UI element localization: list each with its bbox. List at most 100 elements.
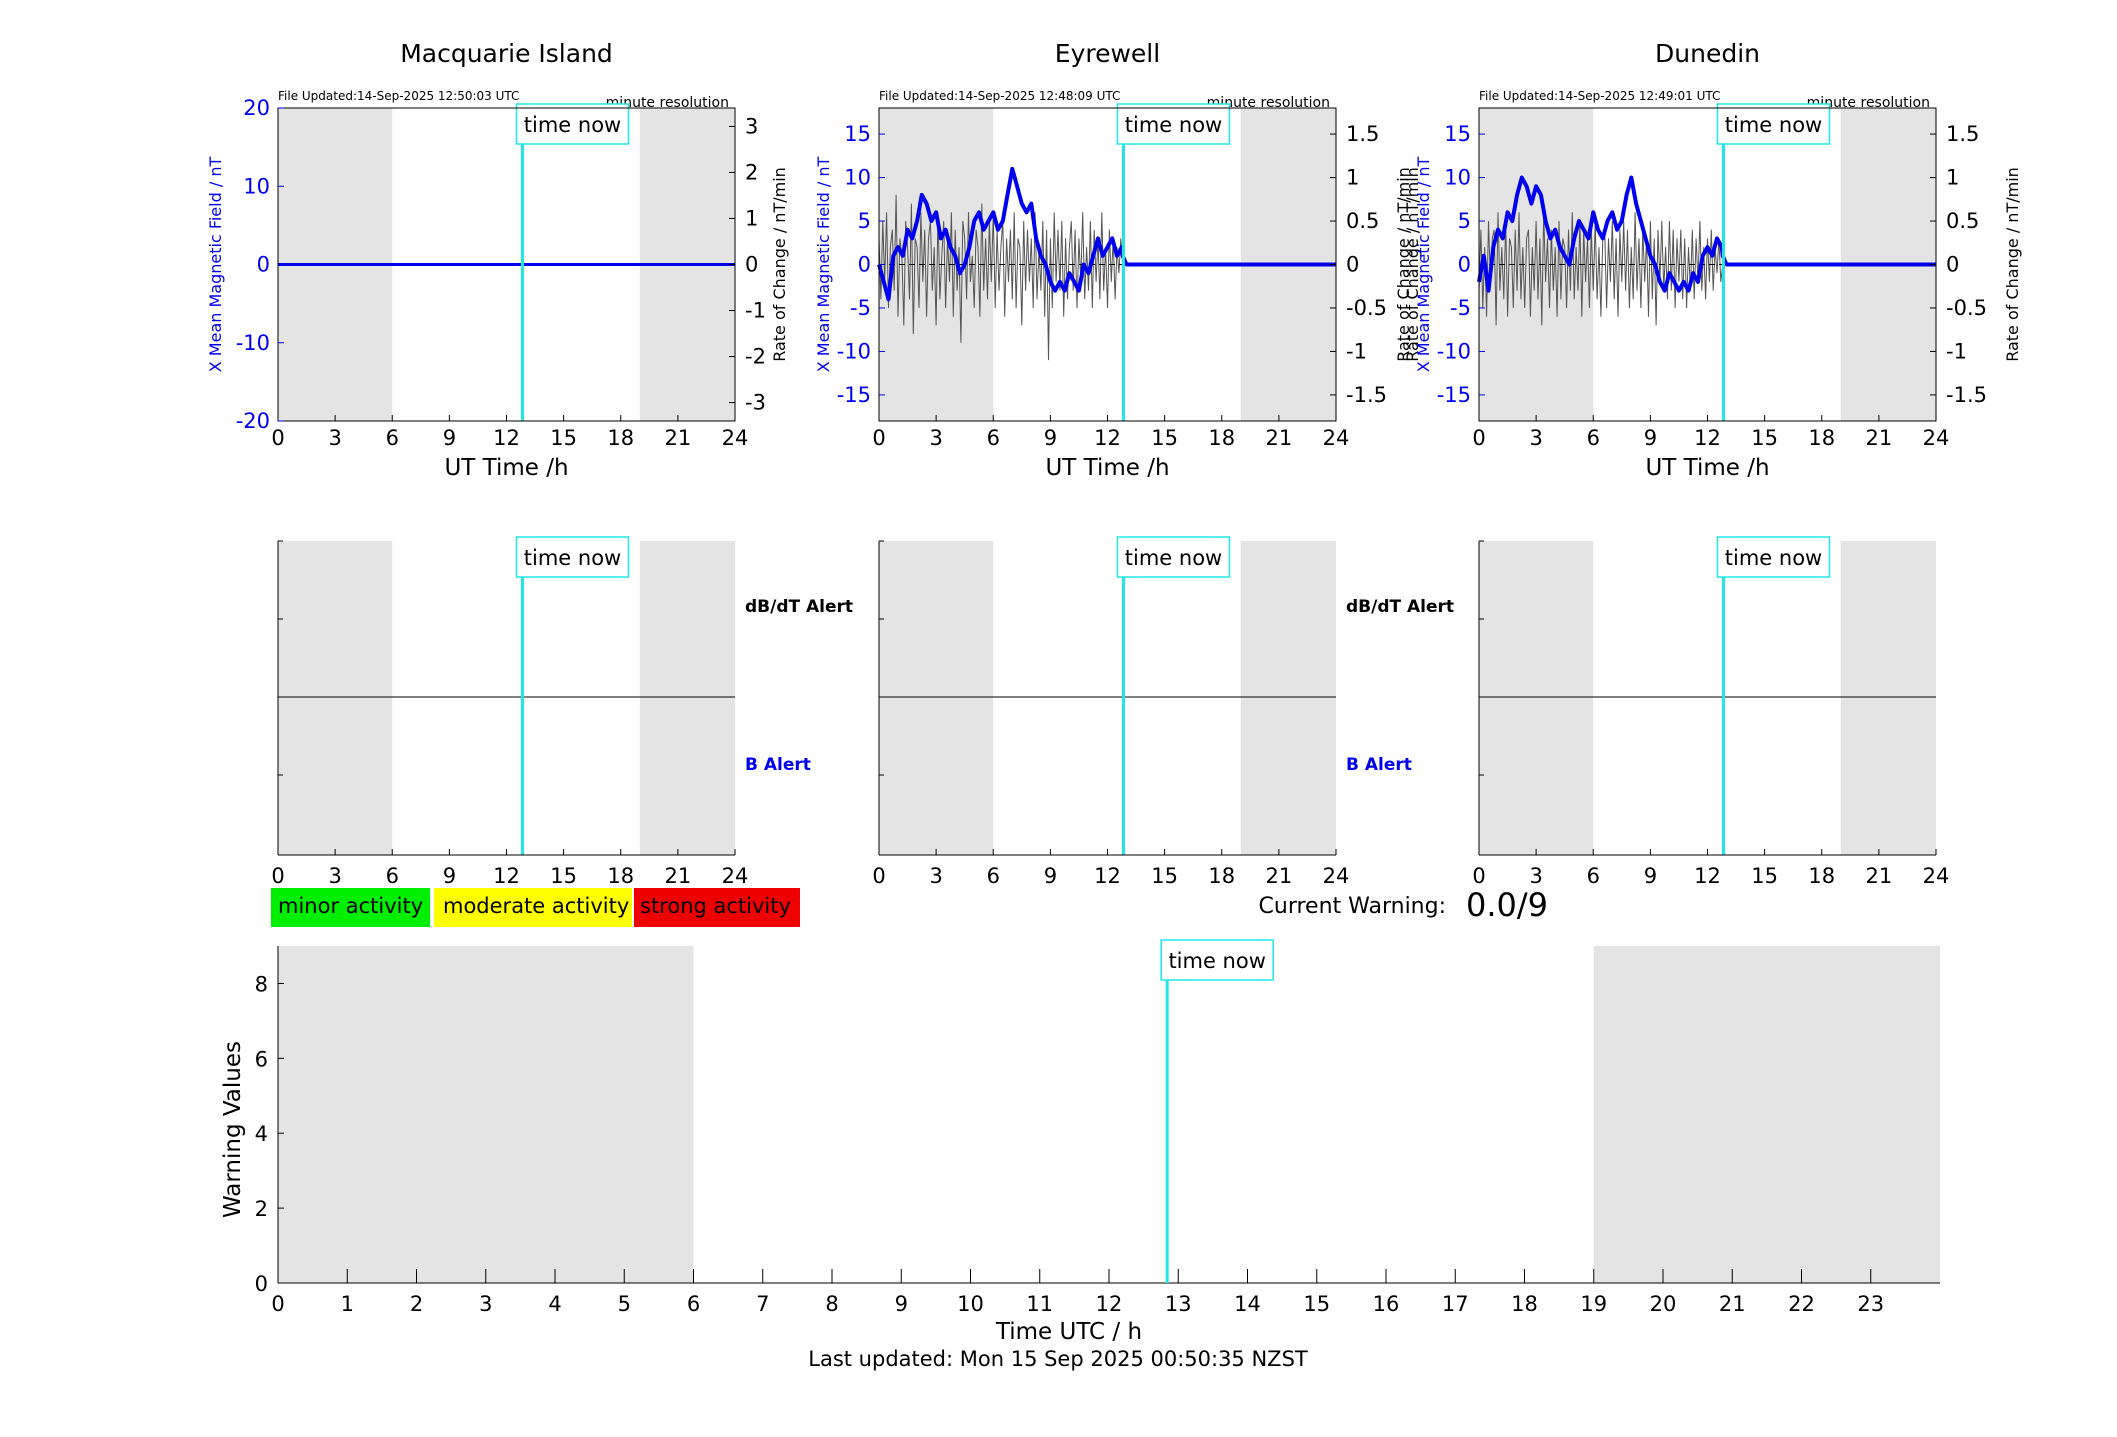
x-tick-label: 6 (386, 864, 399, 888)
x-tick-label: 18 (607, 426, 634, 450)
x-tick-label: 0 (1472, 426, 1485, 450)
night-shading (278, 946, 694, 1283)
alert-panel-eyrewell: time now 0 3 6 9 12 15 18 21 24 dB/dT Alert B Alert (872, 536, 1454, 888)
time-now-box (515, 536, 630, 578)
x-tick-label: 15 (550, 426, 577, 450)
legend-strong-label: strong activity (640, 894, 791, 918)
night-shading (1240, 541, 1336, 855)
x-tick-label: 9 (1644, 864, 1657, 888)
legend-moderate-label: moderate activity (443, 894, 629, 918)
y-tick-label: 8 (255, 972, 268, 996)
time-now-box (1116, 536, 1231, 578)
x-tick-label: 15 (550, 864, 577, 888)
y-right-tick-label: -2 (745, 345, 766, 369)
x-tick-label: 5 (618, 1292, 631, 1316)
x-tick-label: 18 (1511, 1292, 1538, 1316)
y-left-tick-label: -10 (236, 331, 270, 355)
rate-of-change-line (1478, 212, 1724, 326)
y-left-tick-label: 20 (243, 96, 270, 120)
x-tick-label: 18 (1808, 864, 1835, 888)
y-left-tick-label: -20 (236, 409, 270, 433)
time-now-label: time now (524, 113, 621, 137)
x-tick-label: 21 (665, 426, 692, 450)
y-right-tick-label: 1 (745, 206, 758, 230)
y-left-tick-label: 15 (844, 122, 871, 146)
y-tick-label: 4 (255, 1122, 268, 1146)
y-tick-label: 0 (255, 1272, 268, 1296)
y-right-tick-label: -1 (1946, 339, 1967, 363)
x-tick-label: 9 (443, 426, 456, 450)
x-tick-label: 12 (1694, 426, 1721, 450)
rate-of-change-line (878, 194, 1124, 361)
y-right-tick-label: 0 (745, 253, 758, 277)
station-title: Dunedin (1655, 39, 1760, 68)
y-right-tick-label: 0.5 (1346, 209, 1379, 233)
night-shading (1479, 541, 1594, 855)
x-tick-label: 24 (1923, 426, 1950, 450)
x-tick-label: 15 (1151, 426, 1178, 450)
x-axis-label: UT Time /h (444, 455, 568, 481)
night-shading (1840, 541, 1936, 855)
file-updated-text: File Updated:14-Sep-2025 12:48:09 UTC (879, 89, 1120, 103)
y-left-tick-label: -10 (837, 339, 871, 363)
x-tick-label: 6 (386, 426, 399, 450)
time-now-box (1716, 103, 1831, 145)
time-now-label: time now (1125, 113, 1222, 137)
x-tick-label: 11 (1026, 1292, 1053, 1316)
x-tick-label: 9 (895, 1292, 908, 1316)
x-tick-label: 14 (1234, 1292, 1261, 1316)
y-right-tick-label: -1.5 (1946, 383, 1987, 407)
x-tick-label: 0 (271, 426, 284, 450)
x-tick-label: 12 (1694, 864, 1721, 888)
file-updated-text: File Updated:14-Sep-2025 12:49:01 UTC (1479, 89, 1720, 103)
x-tick-label: 8 (825, 1292, 838, 1316)
x-tick-label: 9 (443, 864, 456, 888)
x-tick-label: 12 (1096, 1292, 1123, 1316)
legend-minor-label: minor activity (278, 894, 423, 918)
night-shading (278, 541, 393, 855)
y-right-tick-label: 3 (745, 114, 758, 138)
x-tick-label: 20 (1650, 1292, 1677, 1316)
y-right-tick-label: 1.5 (1946, 122, 1979, 146)
x-tick-label: 6 (987, 864, 1000, 888)
y-left-tick-label: 0 (858, 253, 871, 277)
y-left-extra-axis-label: Rate of Change / nT/min (1394, 167, 1413, 362)
y-left-tick-label: 10 (243, 174, 270, 198)
y-right-axis-label: Rate of Change / nT/min (770, 167, 789, 362)
y-left-axis-label: X Mean Magnetic Field / nT (206, 157, 225, 373)
x-tick-label: 3 (328, 426, 341, 450)
x-tick-label: 0 (1472, 864, 1485, 888)
y-right-axis-label: Rate of Change / nT/min (1403, 167, 1422, 362)
db-dt-alert-label: dB/dT Alert (745, 597, 853, 617)
time-now-box (515, 103, 630, 145)
last-updated-text: Last updated: Mon 15 Sep 2025 00:50:35 N… (808, 1347, 1308, 1371)
b-alert-label: B Alert (745, 755, 811, 775)
y-left-axis-label: X Mean Magnetic Field / nT (814, 157, 833, 373)
x-tick-label: 9 (1644, 426, 1657, 450)
y-right-tick-label: 1.5 (1346, 122, 1379, 146)
current-warning-value: 0.0/9 (1466, 886, 1548, 924)
x-tick-label: 0 (872, 426, 885, 450)
y-left-tick-label: 5 (858, 209, 871, 233)
x-axis-label: Time UTC / h (995, 1319, 1142, 1345)
current-warning-label: Current Warning: (1259, 894, 1446, 919)
x-tick-label: 3 (929, 426, 942, 450)
x-tick-label: 4 (548, 1292, 561, 1316)
y-right-tick-label: -1.5 (1346, 383, 1387, 407)
x-tick-label: 3 (328, 864, 341, 888)
time-now-label: time now (1725, 546, 1822, 570)
y-right-tick-label: 0.5 (1946, 209, 1979, 233)
resolution-text: minute resolution (606, 95, 729, 111)
station-panel-dunedin: Dunedin File Updated:14-Sep-2025 12:49:01… (1394, 39, 2022, 481)
resolution-text: minute resolution (1807, 95, 1930, 111)
night-shading (1479, 108, 1594, 421)
legend-strong-swatch (634, 888, 800, 927)
x-tick-label: 15 (1151, 864, 1178, 888)
alert-panel-macquarie-island: time now 0 3 6 9 12 15 18 21 24 dB/dT Alert B Alert (271, 536, 853, 888)
y-axis-label: Warning Values (220, 1041, 246, 1218)
night-shading (639, 541, 735, 855)
x-tick-label: 24 (1323, 864, 1350, 888)
x-tick-label: 21 (1866, 426, 1893, 450)
y-left-tick-label: -15 (837, 383, 871, 407)
